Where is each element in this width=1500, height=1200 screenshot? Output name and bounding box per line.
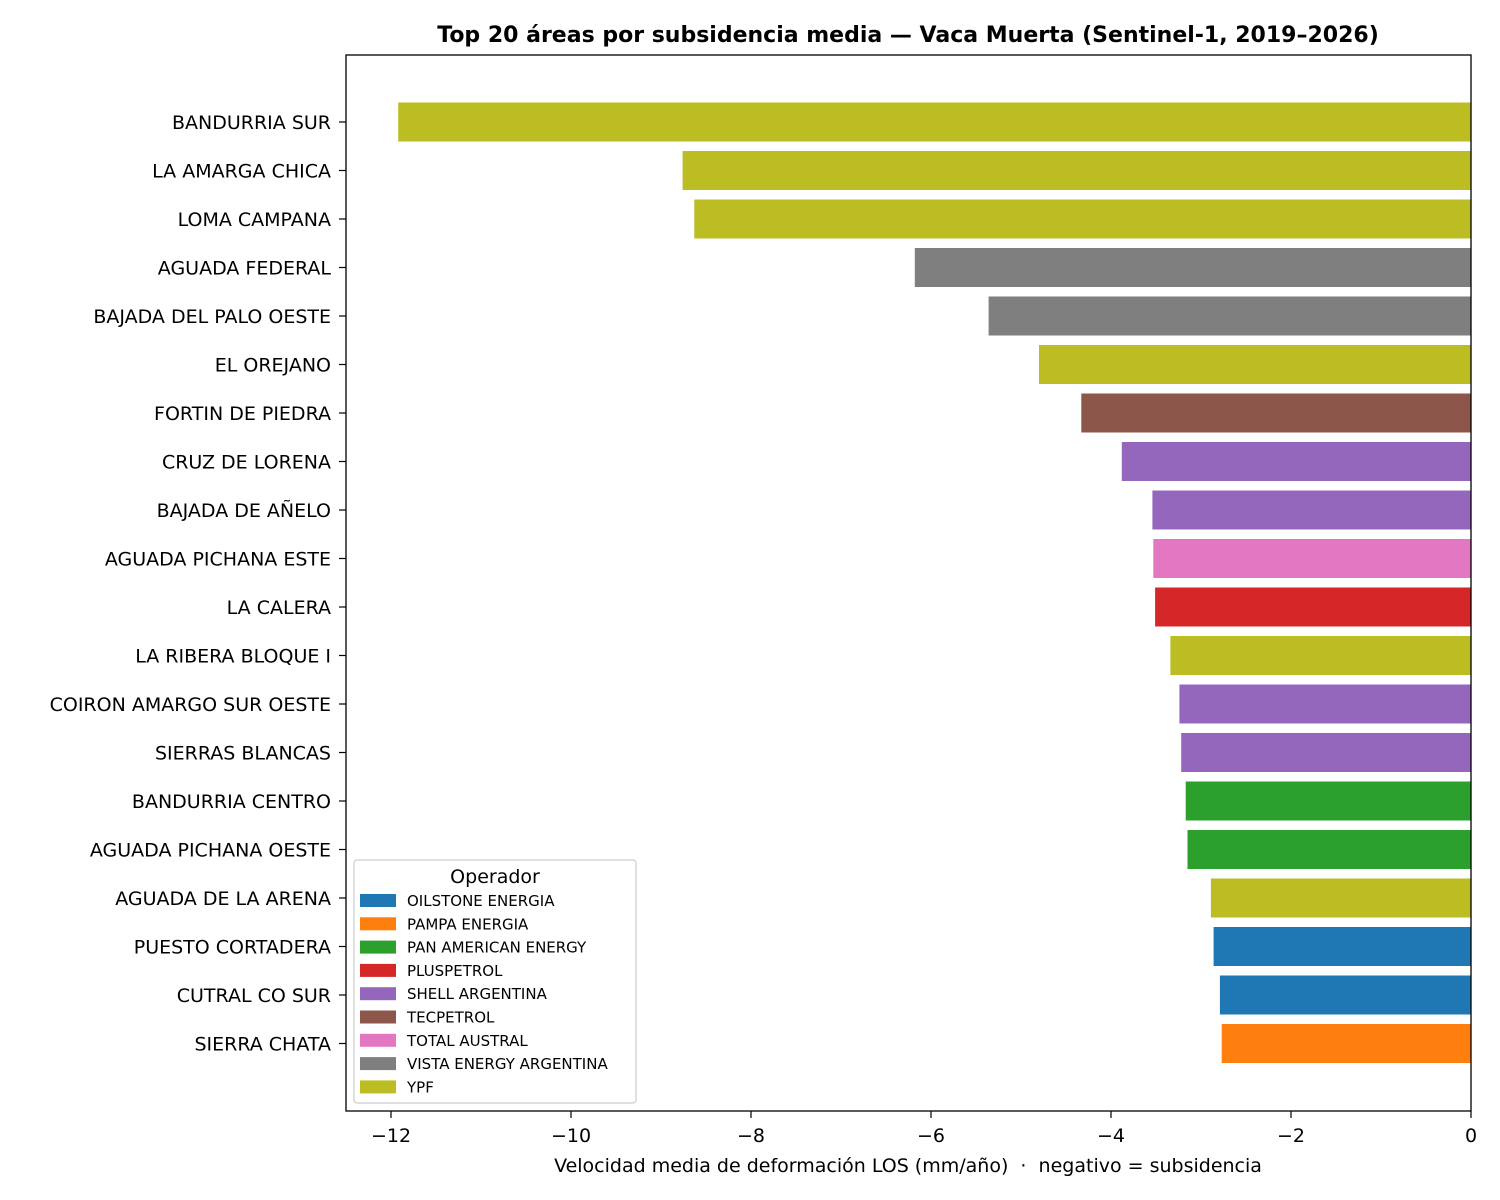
legend-swatch [360,1033,396,1047]
bar [1210,878,1471,918]
x-tick-label: −10 [551,1125,591,1147]
y-tick-label: SIERRAS BLANCAS [155,743,331,765]
x-tick-label: −6 [917,1125,945,1147]
bar [1185,781,1471,821]
x-tick-label: −4 [1097,1125,1125,1147]
legend-label: PLUSPETROL [407,962,503,980]
bar [398,102,1472,142]
bar [988,296,1471,336]
legend-label: SHELL ARGENTINA [407,985,548,1003]
y-tick-label: LOMA CAMPANA [178,209,331,231]
y-tick-label: LA CALERA [227,597,331,619]
bar [1081,393,1471,433]
legend-label: YPF [406,1078,434,1096]
y-tick-label: FORTIN DE PIEDRA [154,403,331,425]
bar [1181,733,1471,772]
y-tick-label: BANDURRIA SUR [172,112,331,134]
x-tick-label: −8 [737,1125,765,1147]
x-tick-label: 0 [1465,1125,1477,1147]
chart-title: Top 20 áreas por subsidencia media — Vac… [437,23,1379,48]
legend-entries: OILSTONE ENERGIA PAMPA ENERGIA PAN AMERICA… [360,892,608,1096]
bar [914,248,1471,287]
plot-frame [345,54,1472,1112]
bar [1152,490,1471,530]
legend-swatch [360,987,396,1001]
x-axis-label: Velocidad media de deformación LOS (mm/a… [554,1155,1262,1177]
y-tick-label: PUESTO CORTADERA [134,937,331,959]
y-tick-label: CUTRAL CO SUR [177,985,331,1007]
legend-swatch [360,1080,396,1094]
y-tick-label: AGUADA PICHANA ESTE [105,549,331,571]
x-ticks: −12 −10 −8 −6 −4 −2 0 [371,1111,1477,1147]
bar [1219,975,1471,1015]
x-tick-label: −2 [1277,1125,1305,1147]
legend-swatch [360,963,396,977]
bar [1153,539,1471,578]
legend-box [353,859,637,1104]
legend-label: OILSTONE ENERGIA [407,892,555,910]
legend-swatch [360,894,396,907]
y-tick-label: CRUZ DE LORENA [162,452,331,474]
bar-group [398,102,1472,1063]
y-tick-label: LA RIBERA BLOQUE I [135,646,331,668]
bar [1039,345,1471,384]
bar [682,151,1471,190]
bar [1155,587,1471,627]
legend-swatch [360,1057,396,1071]
bar [1213,927,1471,966]
y-tick-label: AGUADA DE LA ARENA [115,888,331,910]
bar [694,199,1471,239]
y-tick-label: BAJADA DE AÑELO [157,499,331,522]
bar [1179,684,1471,724]
y-tick-label: AGUADA PICHANA OESTE [90,840,331,862]
legend-label: TOTAL AUSTRAL [406,1032,528,1050]
legend-label: PAMPA ENERGIA [407,915,529,933]
bar [1121,442,1471,481]
legend-swatch [360,940,396,954]
bar [1170,636,1471,675]
legend-label: PAN AMERICAN ENERGY [407,939,587,957]
y-tick-label: COIRON AMARGO SUR OESTE [50,694,331,716]
legend-swatch [360,917,396,931]
x-tick-label: −12 [371,1125,411,1147]
legend-label: TECPETROL [406,1009,495,1027]
y-tick-label: BANDURRIA CENTRO [132,791,331,813]
y-tick-label: LA AMARGA CHICA [152,161,331,183]
legend-title: Operador [450,866,540,888]
legend-swatch [360,1010,396,1024]
y-tick-label: EL OREJANO [215,355,331,377]
y-tick-label: SIERRA CHATA [194,1034,331,1056]
legend-label: VISTA ENERGY ARGENTINA [407,1055,608,1073]
y-tick-label: AGUADA FEDERAL [158,258,332,280]
y-tick-labels: BANDURRIA SUR LA AMARGA CHICA LOMA CAMPANA… [50,112,346,1056]
bar [1221,1024,1471,1063]
legend: Operador OILSTONE ENERGIA PAMPA ENERGIA PA… [353,859,637,1104]
y-tick-label: BAJADA DEL PALO OESTE [93,306,331,328]
bar [1187,830,1471,869]
